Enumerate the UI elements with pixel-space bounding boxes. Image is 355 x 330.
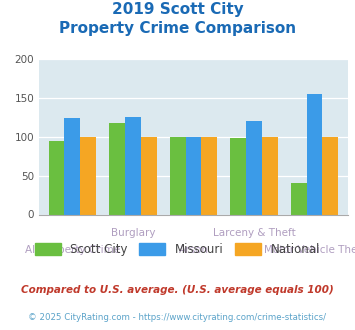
- Bar: [65, 117, 80, 214]
- Bar: [230, 138, 246, 214]
- Bar: [291, 183, 307, 214]
- Bar: [186, 137, 201, 214]
- Text: Burglary: Burglary: [111, 228, 155, 238]
- Bar: [262, 137, 278, 214]
- Text: 2019 Scott City: 2019 Scott City: [111, 2, 244, 16]
- Text: Property Crime Comparison: Property Crime Comparison: [59, 21, 296, 36]
- Bar: [125, 117, 141, 214]
- Bar: [49, 141, 65, 214]
- Text: Larceny & Theft: Larceny & Theft: [213, 228, 295, 238]
- Bar: [170, 137, 186, 214]
- Text: All Property Crime: All Property Crime: [25, 245, 120, 255]
- Bar: [246, 121, 262, 214]
- Text: Arson: Arson: [179, 245, 208, 255]
- Legend: Scott City, Missouri, National: Scott City, Missouri, National: [30, 239, 325, 261]
- Bar: [141, 137, 157, 214]
- Bar: [307, 93, 322, 214]
- Text: Compared to U.S. average. (U.S. average equals 100): Compared to U.S. average. (U.S. average …: [21, 285, 334, 295]
- Text: © 2025 CityRating.com - https://www.cityrating.com/crime-statistics/: © 2025 CityRating.com - https://www.city…: [28, 314, 327, 322]
- Bar: [322, 137, 338, 214]
- Bar: [201, 137, 217, 214]
- Bar: [80, 137, 96, 214]
- Bar: [109, 123, 125, 214]
- Text: Motor Vehicle Theft: Motor Vehicle Theft: [264, 245, 355, 255]
